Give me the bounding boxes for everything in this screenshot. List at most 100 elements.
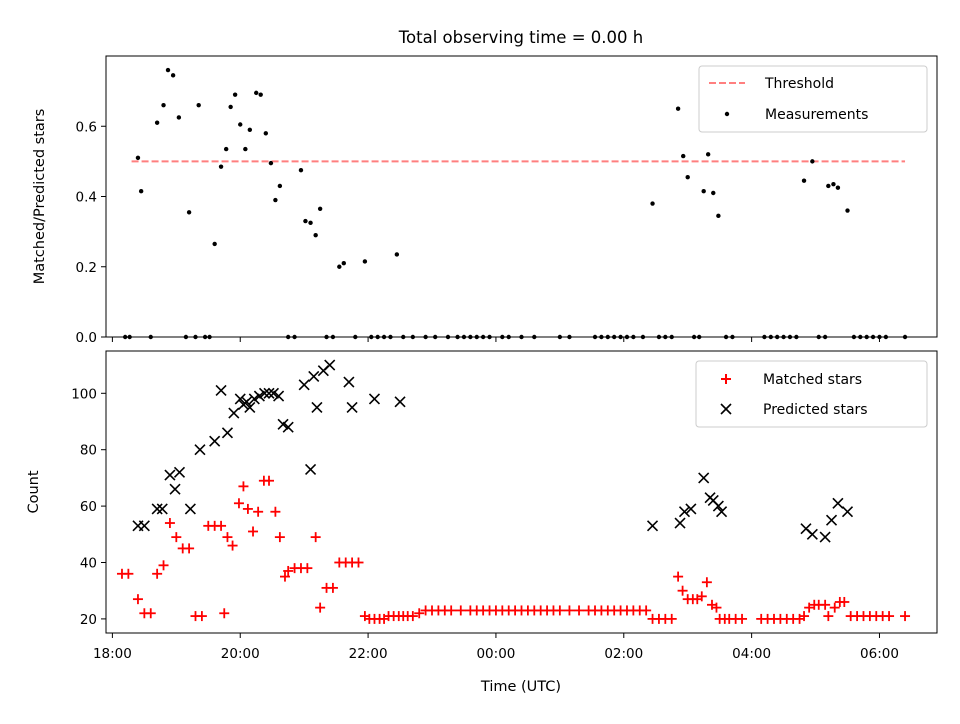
- matched-star-marker: [677, 585, 688, 596]
- x-tick-label: 20:00: [221, 646, 260, 662]
- matched-star-marker: [666, 613, 677, 624]
- predicted-star-marker: [819, 531, 831, 543]
- measurement-point: [232, 92, 238, 97]
- matched-star-marker: [274, 532, 285, 543]
- predicted-star-marker: [244, 401, 256, 413]
- measurement-point: [186, 210, 192, 215]
- matched-star-marker: [804, 602, 815, 613]
- chart-title: Total observing time = 0.00 h: [398, 28, 643, 47]
- measurement-point: [711, 190, 716, 196]
- predicted-star-marker: [685, 503, 697, 515]
- predicted-star-marker: [832, 497, 844, 509]
- predicted-star-marker: [173, 466, 186, 478]
- matched-star-marker: [823, 611, 834, 622]
- predicted-star-marker: [209, 435, 221, 447]
- x-tick-label: 02:00: [604, 646, 643, 662]
- matched-star-marker: [123, 568, 134, 579]
- matched-star-marker: [554, 605, 565, 616]
- matched-star-marker: [264, 475, 275, 486]
- matched-star-marker: [270, 506, 281, 517]
- measurement-point: [681, 153, 686, 159]
- predicted-legend-label: Predicted stars: [763, 402, 868, 418]
- measurement-point: [303, 218, 308, 224]
- measurement-point: [228, 104, 233, 110]
- matched-star-marker: [216, 520, 227, 531]
- measurement-point: [170, 73, 176, 78]
- matched-star-marker: [279, 571, 290, 582]
- measurement-point: [298, 167, 304, 173]
- predicted-star-marker: [164, 469, 176, 481]
- predicted-star-marker: [311, 401, 323, 413]
- predicted-star-marker: [368, 393, 381, 405]
- bottom-y-tick-label: 100: [71, 386, 97, 402]
- x-tick-label: 18:00: [93, 646, 132, 662]
- bottom-panel: 20 40 60 80 100 18:00 20:00 22:00 00:00 02:00 04:…: [26, 350, 938, 695]
- predicted-star-marker: [298, 379, 310, 391]
- matched-star-marker: [900, 611, 911, 622]
- measurement-point: [337, 264, 342, 269]
- matched-star-marker: [696, 591, 707, 602]
- matched-star-marker: [574, 605, 585, 616]
- matched-star-marker: [152, 568, 163, 579]
- measurement-point: [835, 185, 841, 190]
- matched-star-marker: [158, 560, 169, 571]
- matched-star-marker: [641, 605, 652, 616]
- predicted-star-marker: [267, 387, 280, 399]
- predicted-star-marker: [151, 503, 163, 515]
- measurement-point: [154, 120, 160, 125]
- matched-star-marker: [820, 599, 831, 610]
- predicted-star-marker: [324, 359, 336, 371]
- x-tick-label: 00:00: [476, 646, 515, 662]
- bottom-y-tick-label: 60: [80, 499, 97, 515]
- predicted-star-marker: [273, 390, 285, 402]
- matched-star-marker: [414, 608, 425, 619]
- predicted-star-marker: [716, 506, 728, 518]
- matched-star-marker: [164, 518, 175, 529]
- measurement-point: [165, 67, 171, 73]
- measurement-point: [831, 182, 836, 187]
- matched-star-marker: [446, 605, 457, 616]
- measurement-point: [341, 261, 346, 266]
- measurement-point: [243, 146, 248, 152]
- predicted-star-marker: [258, 387, 271, 399]
- predicted-star-marker: [234, 393, 246, 405]
- matched-star-marker: [455, 605, 466, 616]
- matched-star-marker: [315, 602, 326, 613]
- measurements-legend-swatch: [724, 111, 730, 117]
- measurement-point: [138, 189, 144, 194]
- measurement-point: [268, 160, 274, 166]
- predicted-star-marker: [678, 506, 691, 518]
- matched-legend-swatch: [721, 374, 731, 384]
- matched-star-marker: [242, 503, 253, 514]
- predicted-star-marker: [241, 396, 253, 408]
- matched-star-marker: [132, 594, 143, 605]
- measurement-point: [845, 208, 850, 213]
- bottom-legend: Matched stars Predicted stars: [695, 360, 928, 428]
- bottom-y-tick-label: 80: [80, 443, 97, 459]
- measurement-point: [238, 122, 243, 127]
- x-tick-label: 04:00: [732, 646, 771, 662]
- matched-star-marker: [564, 605, 575, 616]
- matched-star-marker: [673, 571, 684, 582]
- bottom-y-tick-label: 40: [80, 556, 97, 572]
- measurement-point: [196, 102, 201, 108]
- matched-star-marker: [238, 481, 249, 492]
- matched-star-marker: [884, 611, 895, 622]
- predicted-star-marker: [138, 520, 150, 532]
- measurement-point: [263, 131, 269, 136]
- predicted-star-marker: [253, 390, 265, 402]
- x-tick-label: 22:00: [349, 646, 388, 662]
- predicted-star-marker: [343, 376, 355, 388]
- x-tick-label: 06:00: [860, 646, 899, 662]
- measurement-point: [161, 102, 166, 108]
- measurement-point: [394, 252, 400, 257]
- matched-star-marker: [327, 582, 338, 593]
- matched-legend-label: Matched stars: [763, 372, 862, 388]
- measurement-point: [258, 92, 263, 97]
- measurement-point: [218, 164, 224, 169]
- matched-star-marker: [253, 506, 264, 517]
- predicted-star-marker: [308, 370, 320, 382]
- matched-star-marker: [302, 563, 313, 574]
